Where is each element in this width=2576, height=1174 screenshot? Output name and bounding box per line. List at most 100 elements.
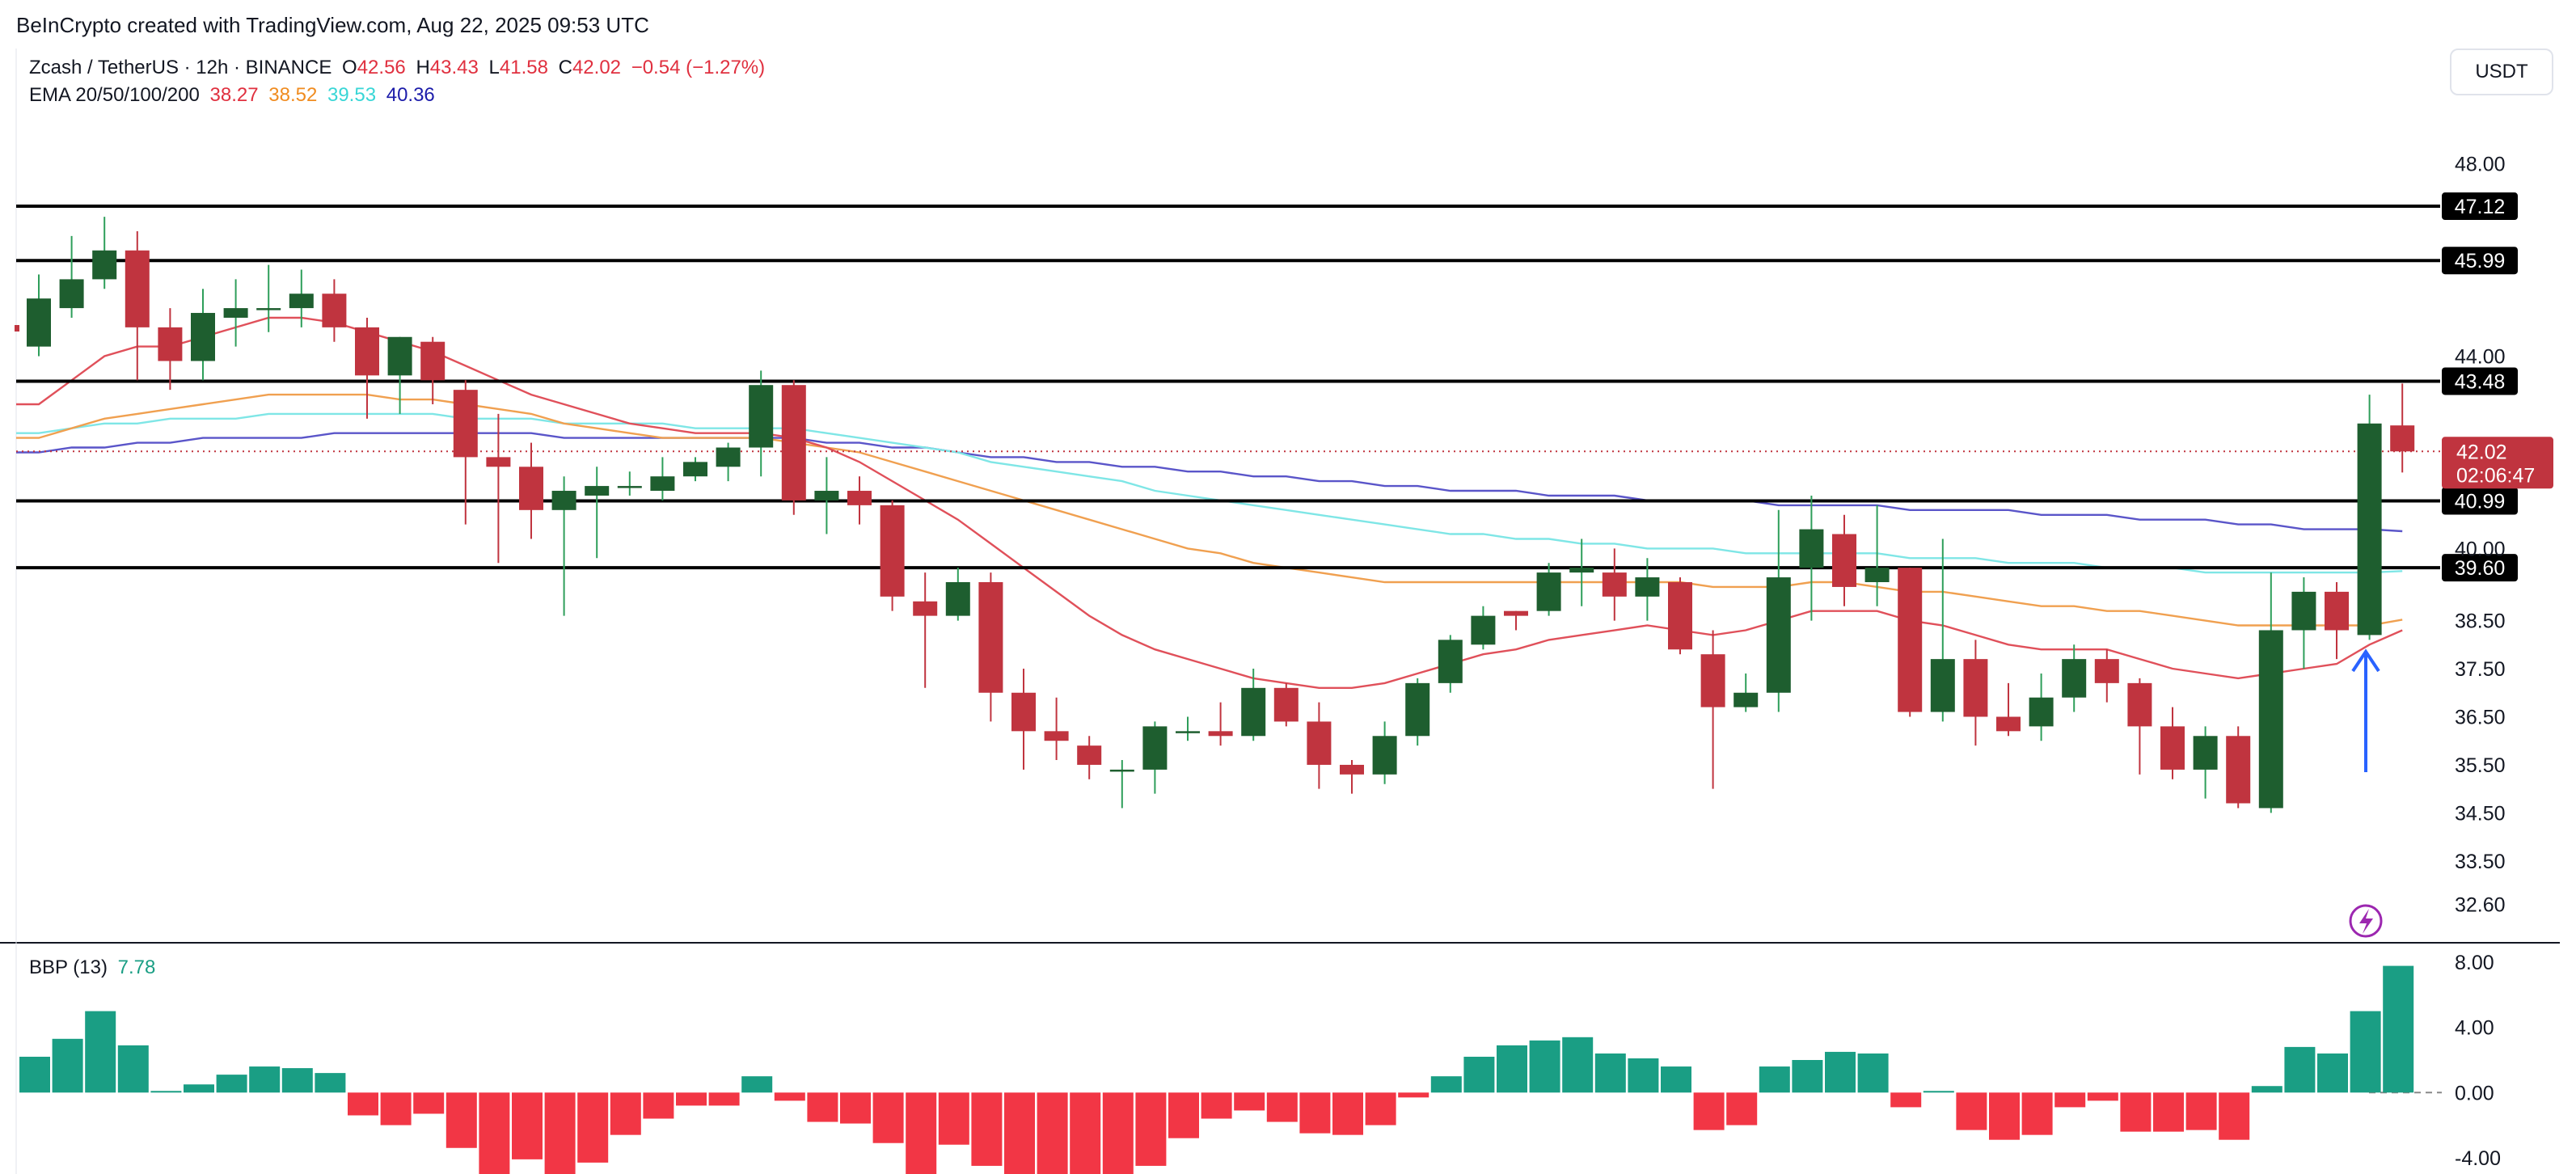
bbp-bar [1102,1092,1134,1174]
change-value: −0.54 (−1.27%) [631,57,766,78]
bbp-bar [348,1092,378,1116]
bbp-bar [216,1075,247,1093]
price-axis-tick: 32.60 [2455,893,2506,916]
bbp-label: BBP (13) [29,957,108,978]
candle-body [1602,572,1627,597]
candle-body [1996,716,2021,732]
bbp-bar [906,1092,937,1174]
currency-button[interactable]: USDT [2450,49,2553,95]
candle-body [2226,736,2251,804]
close-value: 42.02 [572,57,622,78]
high-label: H [416,57,430,78]
ema50-value: 38.52 [268,84,318,106]
bbp-bar [1168,1092,1199,1138]
price-axis-tick: 36.50 [2455,706,2506,728]
candle-body [1241,687,1266,737]
candle-body [749,385,774,448]
last-price-tag [2442,437,2553,489]
candle-body [1438,640,1463,683]
candle-body [2258,630,2283,809]
candle-body [1635,577,1660,597]
bbp-bar [1497,1045,1527,1093]
candle-body [945,582,970,616]
candle-body [1536,572,1561,611]
bbp-bar [676,1092,707,1106]
bbp-bar [577,1092,609,1163]
high-value: 43.43 [429,57,479,78]
level-tag-label: 43.48 [2455,370,2506,393]
candle-body [1011,692,1036,732]
candle-body [551,491,576,510]
candle-body [650,476,675,492]
candle-body [1077,745,1102,765]
candle-body [289,294,314,309]
bbp-bar [1792,1060,1823,1093]
candle-body [453,390,478,458]
candle-body [27,298,51,347]
flash-bolt-icon [2359,909,2373,934]
bbp-bar [840,1092,871,1124]
candle-body [1307,721,1332,765]
candle-body [1700,654,1725,707]
bbp-bar [2054,1092,2086,1108]
bbp-bar [2251,1086,2283,1093]
level-tag-label: 47.12 [2455,196,2506,218]
bbp-bar [1430,1076,1462,1093]
candle-body [1766,577,1791,693]
bbp-bar [643,1092,674,1119]
candle-body [387,336,412,376]
candle-body [1340,764,1364,775]
open-value: 42.56 [357,57,406,78]
bbp-bar [184,1084,214,1093]
symbol-name: Zcash / TetherUS · 12h · BINANCE [29,57,332,78]
bbp-bar [1070,1092,1101,1174]
bbp-bar [610,1092,641,1135]
candle-body [617,486,642,488]
candle-body [1668,582,1692,650]
candle-body [486,457,511,467]
bbp-bar [1825,1051,1856,1093]
candle-body [1142,726,1168,770]
candle-body [2029,697,2054,727]
candle-body [92,250,117,280]
candle-body [2193,736,2218,770]
candle-body [1109,769,1134,772]
open-label: O [342,57,357,78]
bbp-bar [1398,1092,1429,1098]
bbp-bar [741,1076,773,1093]
up-arrow-head-icon [2351,648,2380,673]
candle-body [1963,659,1988,717]
candle-body [223,308,248,318]
bbp-bar [446,1092,477,1148]
bbp-bar [1857,1053,1889,1093]
candle-body [683,462,707,477]
symbol-legend: Zcash / TetherUS · 12h · BINANCE O42.56 … [29,57,770,79]
last-price-label: 42.02 [2456,441,2507,463]
bbp-bar [1299,1092,1331,1134]
candle-body [814,491,839,500]
candle-body [781,385,806,500]
price-axis-tick: 37.50 [2455,658,2506,681]
bbp-bar [1365,1092,1396,1125]
bbp-bar [1266,1092,1298,1122]
ema-label: EMA 20/50/100/200 [29,84,200,106]
bbp-bar [2284,1046,2316,1093]
bbp-axis-tick: 0.00 [2455,1082,2494,1104]
candle-body [1832,534,1856,587]
level-tag-label: 39.60 [2455,557,2506,580]
candle-body [322,294,347,327]
level-tag-label: 40.99 [2455,491,2506,513]
close-label: C [558,57,572,78]
candle-body [519,467,543,510]
ema-legend: EMA 20/50/100/200 38.27 38.52 39.53 40.3… [29,84,440,107]
candle-body [1372,736,1397,775]
candle-body [1799,529,1824,568]
candle-body [2160,726,2185,770]
ema100-line [16,412,2403,574]
candle-body [1864,568,1890,582]
candle-body [1930,659,1955,712]
candle-body [59,279,84,309]
price-axis-tick: 34.50 [2455,802,2506,825]
ema200-value: 40.36 [386,84,435,106]
